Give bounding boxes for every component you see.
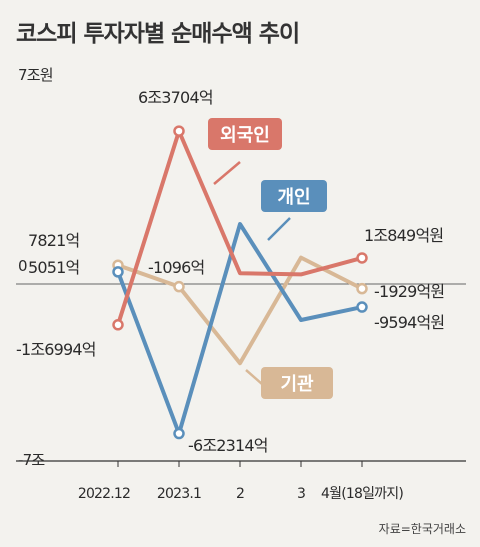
data-point bbox=[356, 282, 368, 295]
y-label-zero: 0 bbox=[18, 257, 27, 275]
data-point bbox=[173, 125, 185, 137]
legend-inst-box bbox=[261, 367, 333, 399]
legend-inst-connector bbox=[245, 369, 263, 385]
legend-inst-text: 기관 bbox=[280, 374, 314, 395]
legend-foreign-box bbox=[208, 118, 282, 150]
label-inst-mid: -1096억 bbox=[148, 258, 204, 277]
label-foreign-peak: 6조3704억 bbox=[138, 88, 213, 107]
label-indiv-start: 5051억 bbox=[28, 258, 79, 277]
label-indiv-trough: -6조2314억 bbox=[188, 436, 268, 455]
data-point bbox=[173, 280, 185, 293]
data-point bbox=[112, 319, 124, 331]
legend-indiv-text: 개인 bbox=[277, 187, 310, 208]
label-indiv-end: -9594억원 bbox=[374, 313, 444, 332]
chart-title: 코스피 투자자별 순매수액 추이 bbox=[16, 21, 300, 47]
label-inst-end: -1929억원 bbox=[374, 282, 444, 301]
y-label-top: 7조원 bbox=[18, 66, 53, 84]
source-note: 자료=한국거래소 bbox=[378, 522, 466, 536]
label-foreign-end: 1조849억원 bbox=[364, 226, 443, 245]
data-point bbox=[112, 266, 124, 278]
legend-indiv-box bbox=[261, 180, 327, 212]
data-point bbox=[173, 427, 185, 440]
series-line-0 bbox=[116, 129, 364, 327]
legend-foreign-connector bbox=[213, 161, 241, 185]
x-tick-label: 2023.1 bbox=[157, 486, 201, 502]
x-tick-label: 4월(18일까지) bbox=[321, 486, 403, 502]
x-tick-label: 2 bbox=[236, 486, 244, 502]
label-foreign-start: -1조6994억 bbox=[16, 340, 96, 359]
legend-foreign-text: 외국인 bbox=[220, 125, 270, 146]
x-tick-label: 2022.12 bbox=[78, 486, 130, 502]
data-point bbox=[356, 301, 368, 313]
series-line-1 bbox=[116, 222, 364, 436]
data-point bbox=[356, 252, 368, 264]
x-tick-label: 3 bbox=[297, 486, 305, 502]
label-inst-start: 7821억 bbox=[28, 231, 79, 250]
legend-indiv-connector bbox=[267, 217, 291, 241]
y-label-bottom: -7조 bbox=[18, 451, 45, 469]
